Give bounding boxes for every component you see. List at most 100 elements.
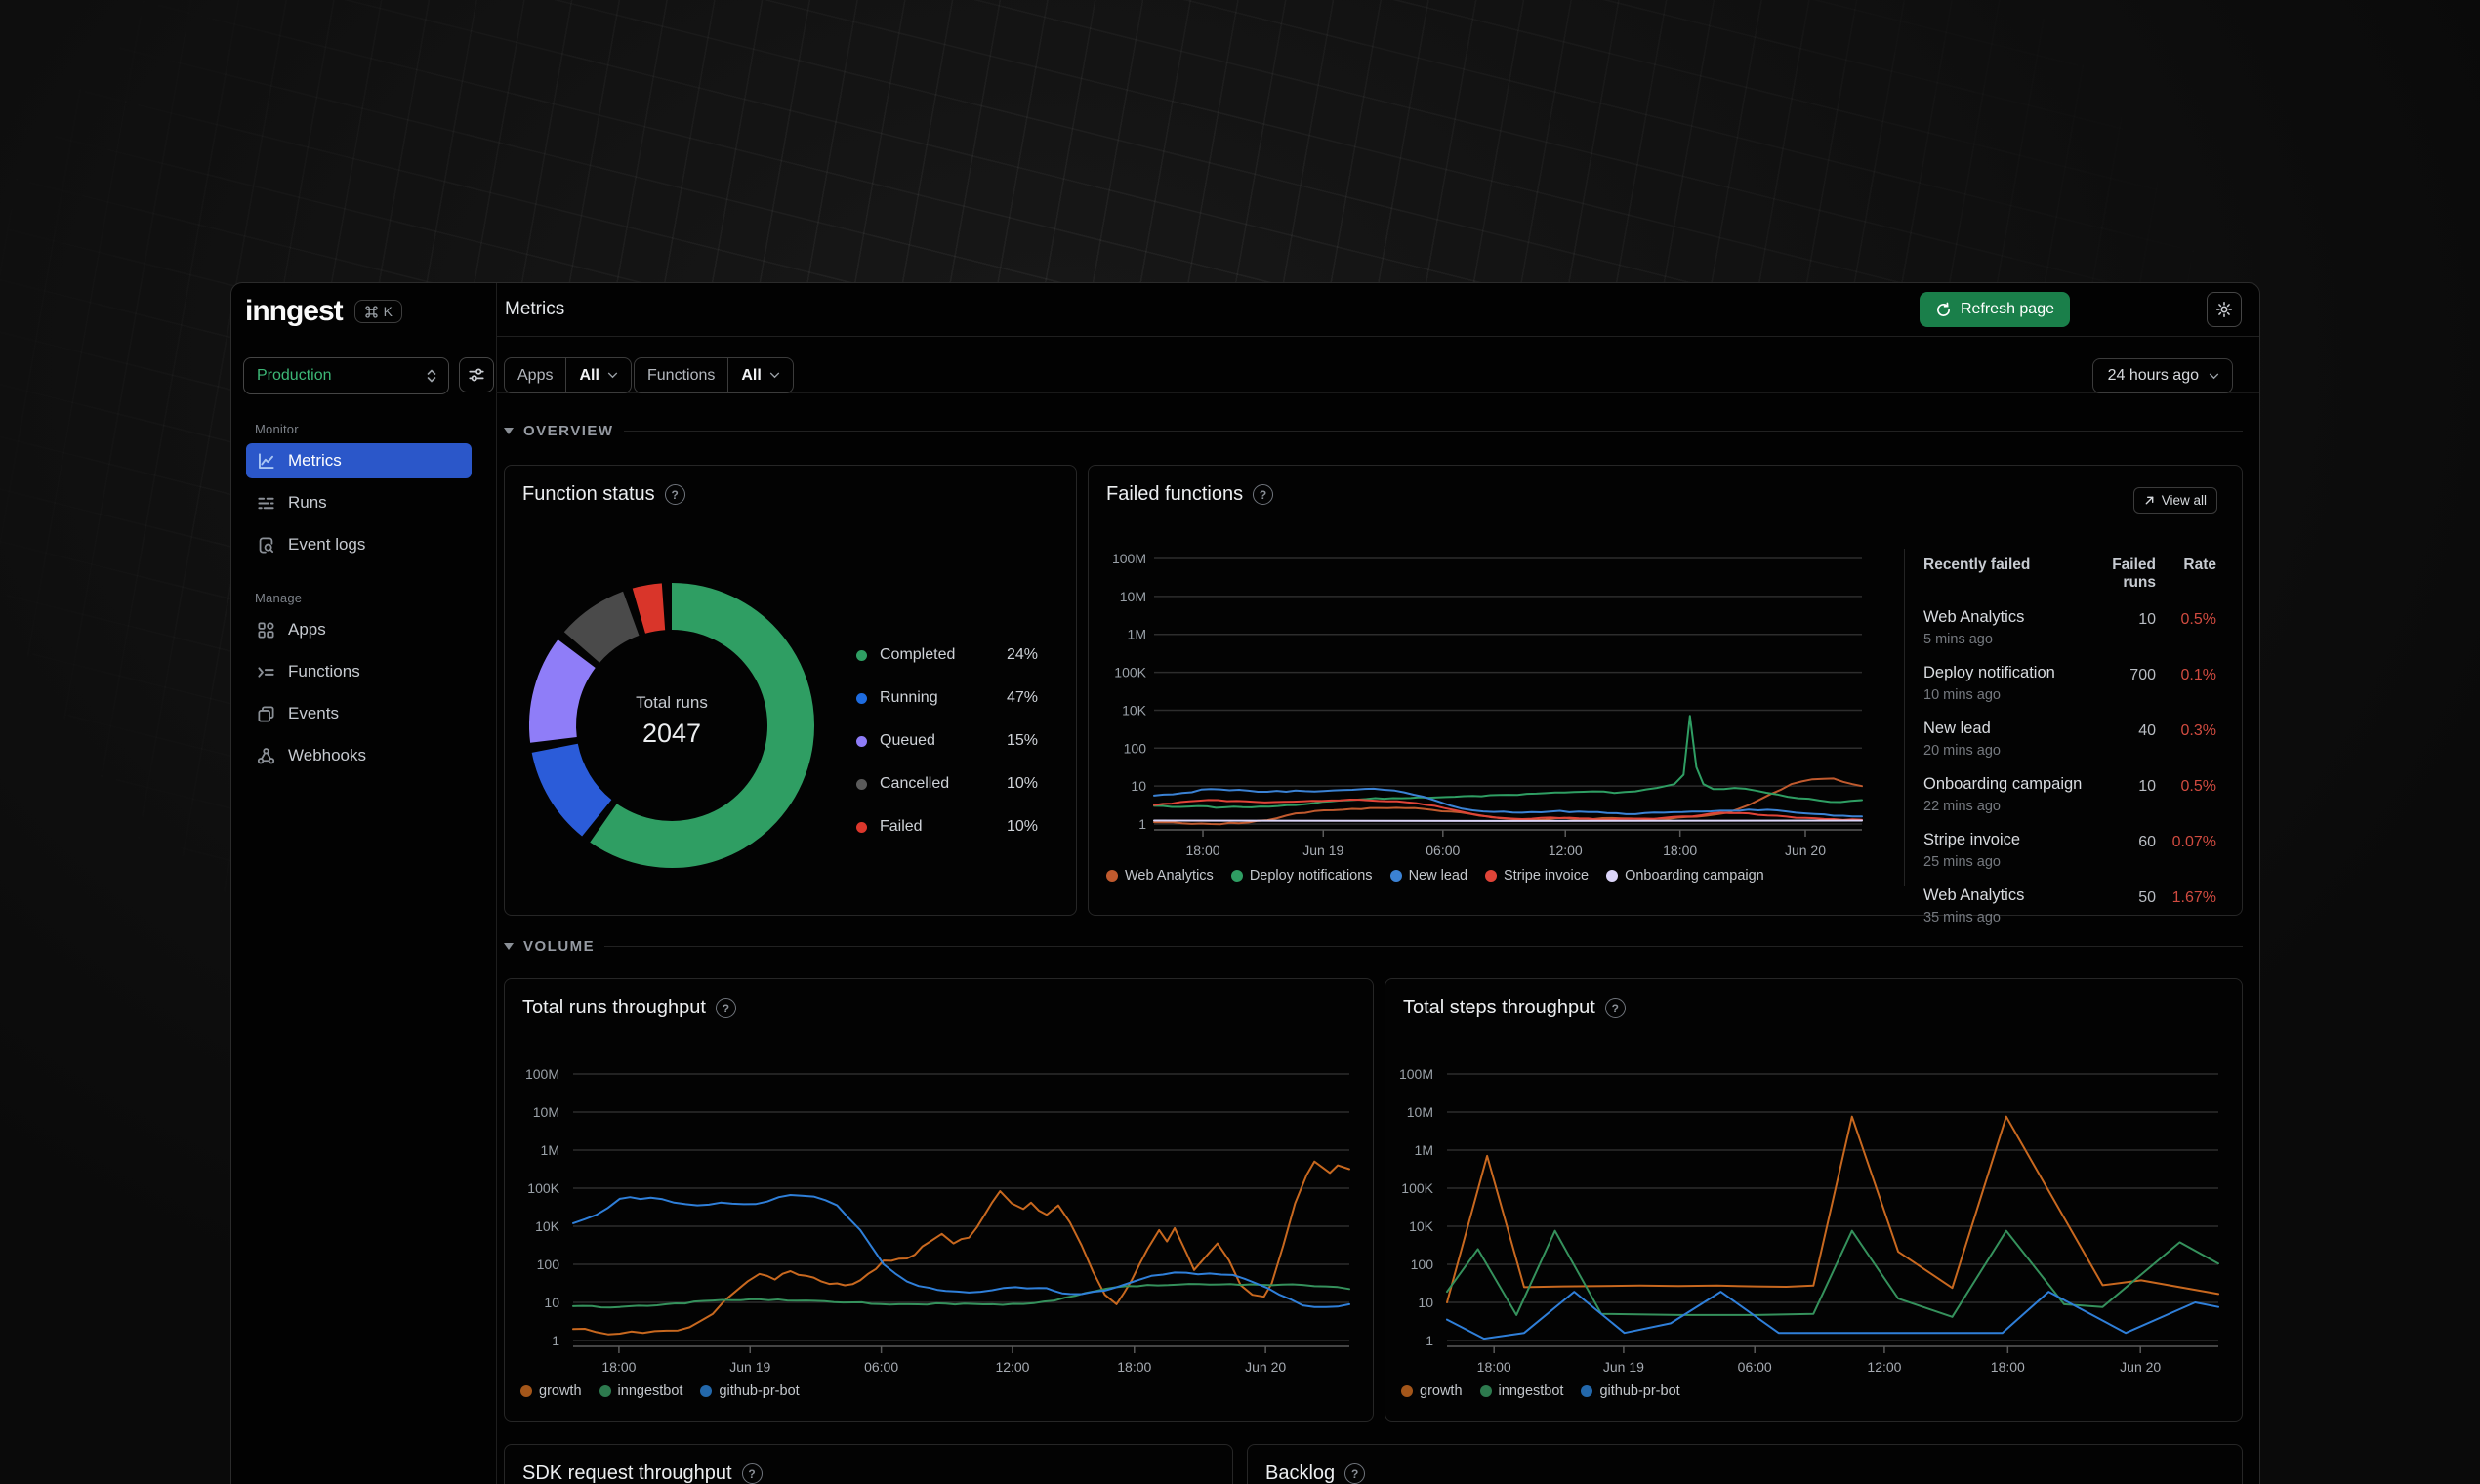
help-icon[interactable]: ?: [664, 484, 685, 505]
sidebar-item-label: Functions: [288, 662, 360, 680]
sidebar-item-apps[interactable]: Apps: [246, 612, 472, 647]
sidebar: inngest K Production Monitor Metrics: [231, 283, 497, 1484]
functions-filter-label: Functions: [647, 366, 716, 384]
svg-text:18:00: 18:00: [1117, 1359, 1151, 1375]
collapse-triangle-icon: [504, 428, 514, 434]
svg-text:10: 10: [544, 1295, 559, 1310]
grid-icon: [257, 620, 276, 639]
help-icon[interactable]: ?: [715, 998, 736, 1018]
function-status-legend: Completed 24% Running 47% Queued 15% Can…: [856, 634, 1038, 848]
svg-text:100: 100: [537, 1257, 560, 1272]
sidebar-item-webhooks[interactable]: Webhooks: [246, 738, 472, 773]
table-row[interactable]: Onboarding campaign 22 mins ago 10 0.5%: [1923, 775, 2216, 814]
app-window: inngest K Production Monitor Metrics: [230, 282, 2260, 1484]
queued-dot: [856, 735, 867, 747]
help-icon[interactable]: ?: [1344, 1463, 1366, 1484]
collapse-triangle-icon: [504, 943, 514, 950]
table-row[interactable]: Web Analytics 35 mins ago 50 1.67%: [1923, 886, 2216, 926]
svg-text:10K: 10K: [535, 1218, 560, 1234]
refresh-page-label: Refresh page: [1960, 301, 2054, 317]
table-header: Recently failed Failed runs Rate: [1923, 556, 2216, 592]
section-rule: [623, 431, 2243, 432]
help-icon[interactable]: ?: [1253, 484, 1274, 505]
help-icon[interactable]: ?: [1604, 998, 1626, 1018]
sidebar-item-label: Webhooks: [288, 746, 367, 764]
sidebar-item-label: Runs: [288, 493, 327, 512]
volume-section-header[interactable]: VOLUME: [504, 938, 2243, 955]
sidebar-item-label: Events: [288, 704, 339, 722]
svg-text:12:00: 12:00: [1867, 1359, 1901, 1375]
sidebar-section-monitor: Monitor: [255, 422, 299, 436]
svg-text:18:00: 18:00: [601, 1359, 636, 1375]
command-k-shortcut[interactable]: K: [353, 300, 403, 323]
legend-label: Running: [880, 689, 938, 706]
sidebar-item-event-logs[interactable]: Event logs: [246, 527, 472, 562]
legend-item: Onboarding campaign: [1606, 868, 1764, 884]
inngest-logo: inngest: [245, 295, 344, 327]
apps-filter[interactable]: Apps All: [504, 357, 632, 393]
total-runs-throughput-chart: 100M 10M 1M 100K 10K 100 10 1 18:00 Jun 19 06:00 12…: [525, 1066, 1350, 1375]
svg-text:1M: 1M: [1415, 1142, 1433, 1158]
svg-text:100M: 100M: [1399, 1066, 1433, 1082]
apps-filter-value: All: [579, 366, 599, 384]
time-range-selector[interactable]: 24 hours ago: [2091, 358, 2233, 393]
header-failed-runs: Failed runs: [2112, 556, 2156, 591]
page-header: Metrics Refresh page: [496, 283, 2259, 337]
inngestbot-dot: [1479, 1385, 1492, 1397]
table-row[interactable]: Web Analytics 5 mins ago 10 0.5%: [1923, 608, 2216, 647]
svg-text:10M: 10M: [1407, 1104, 1433, 1120]
chevron-down-icon: [769, 372, 779, 379]
total-steps-legend: growth inngestbot github-pr-bot: [1401, 1383, 1680, 1399]
sidebar-item-events[interactable]: Events: [246, 696, 472, 731]
sidebar-section-manage: Manage: [255, 591, 303, 605]
filter-bar: Apps All Functions All 24 hours ago: [496, 336, 2259, 393]
svg-text:Jun 19: Jun 19: [1302, 843, 1343, 856]
onboarding-campaign-dot: [1606, 870, 1619, 882]
view-all-button[interactable]: View all: [2132, 487, 2217, 514]
help-icon[interactable]: ?: [741, 1463, 763, 1484]
sidebar-item-runs[interactable]: Runs: [246, 485, 472, 520]
refresh-page-button[interactable]: Refresh page: [1919, 292, 2070, 327]
table-row[interactable]: Stripe invoice 25 mins ago 60 0.07%: [1923, 831, 2216, 870]
svg-text:18:00: 18:00: [1477, 1359, 1511, 1375]
sidebar-item-label: Apps: [288, 620, 326, 639]
functions-filter[interactable]: Functions All: [634, 357, 794, 393]
svg-text:10: 10: [1131, 778, 1146, 794]
sidebar-item-metrics[interactable]: Metrics: [246, 443, 472, 478]
settings-button[interactable]: [2207, 292, 2242, 327]
recently-failed-table: Recently failed Failed runs Rate Web Ana…: [1923, 556, 2216, 926]
svg-text:10K: 10K: [1122, 702, 1147, 718]
refresh-icon: [1936, 302, 1950, 316]
total-runs-throughput-title: Total runs throughput: [522, 997, 706, 1018]
backlog-title: Backlog: [1265, 1463, 1336, 1484]
failed-functions-card: Failed functions ? View all 100M 10M 1M 100…: [1088, 465, 2243, 926]
gear-icon: [2216, 302, 2232, 317]
overview-section-header[interactable]: OVERVIEW: [504, 423, 2243, 439]
svg-text:100K: 100K: [1114, 665, 1146, 680]
table-row[interactable]: Deploy notification 10 mins ago 700 0.1%: [1923, 664, 2216, 703]
svg-text:06:00: 06:00: [1738, 1359, 1772, 1375]
legend-item: github-pr-bot: [700, 1383, 800, 1399]
legend-item: Stripe invoice: [1485, 868, 1589, 884]
legend-row-running: Running 47%: [856, 677, 1038, 720]
web-analytics-dot: [1106, 870, 1118, 882]
legend-item: Web Analytics: [1106, 868, 1214, 884]
environment-selector[interactable]: Production: [243, 357, 449, 394]
svg-text:18:00: 18:00: [1186, 843, 1220, 856]
svg-text:10M: 10M: [1120, 589, 1146, 604]
legend-value: 10%: [1006, 818, 1038, 835]
volume-section-label: VOLUME: [523, 938, 596, 955]
sidebar-item-functions[interactable]: Functions: [246, 654, 472, 689]
github-pr-bot-dot: [1581, 1385, 1593, 1397]
legend-value: 24%: [1006, 646, 1038, 663]
environment-filter-button[interactable]: [459, 357, 494, 392]
legend-item: growth: [1401, 1383, 1463, 1399]
webhook-icon: [257, 746, 276, 765]
completed-dot: [856, 649, 867, 661]
svg-text:100M: 100M: [525, 1066, 559, 1082]
svg-text:1: 1: [1138, 816, 1146, 832]
table-row[interactable]: New lead 20 mins ago 40 0.3%: [1923, 720, 2216, 759]
header-recently-failed: Recently failed: [1923, 556, 2031, 573]
legend-label: Failed: [880, 818, 923, 835]
svg-text:10M: 10M: [533, 1104, 559, 1120]
